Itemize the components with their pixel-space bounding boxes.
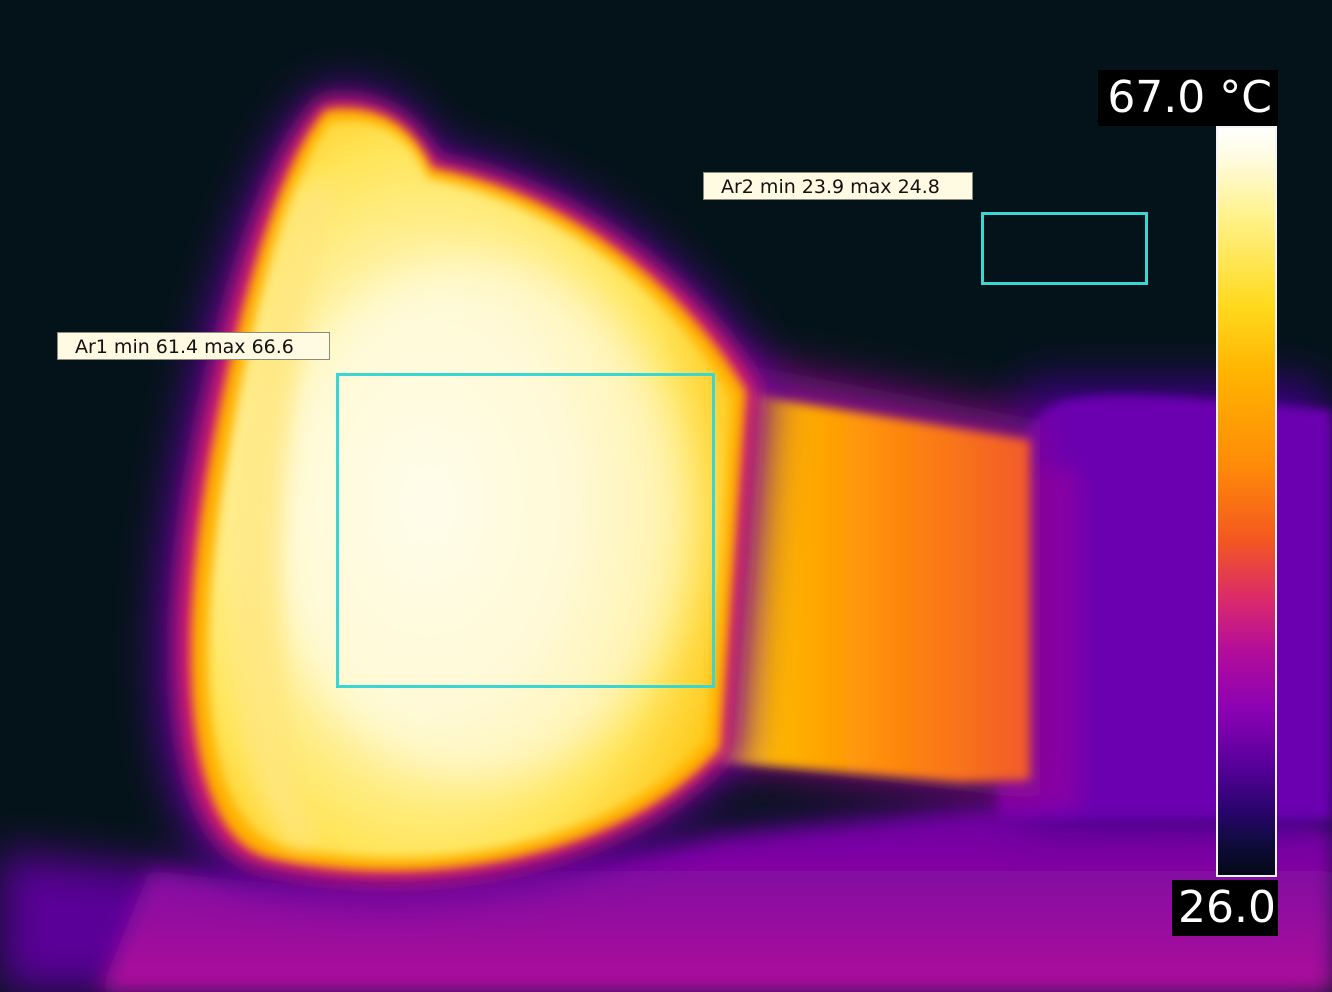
bulb-face-highlight	[270, 260, 690, 780]
area1-measurement-label: Ar1 min 61.4 max 66.6	[57, 332, 330, 360]
table-surface	[100, 810, 1332, 992]
scale-max-label: 67.0 °C	[1098, 70, 1278, 126]
area2-measurement-label: Ar2 min 23.9 max 24.8	[703, 172, 973, 200]
temperature-color-bar	[1216, 126, 1277, 877]
roi-area1-rectangle[interactable]	[336, 373, 715, 688]
scale-min-label: 26.0	[1172, 880, 1278, 936]
neck	[700, 380, 1030, 782]
roi-area2-rectangle[interactable]	[981, 212, 1148, 285]
